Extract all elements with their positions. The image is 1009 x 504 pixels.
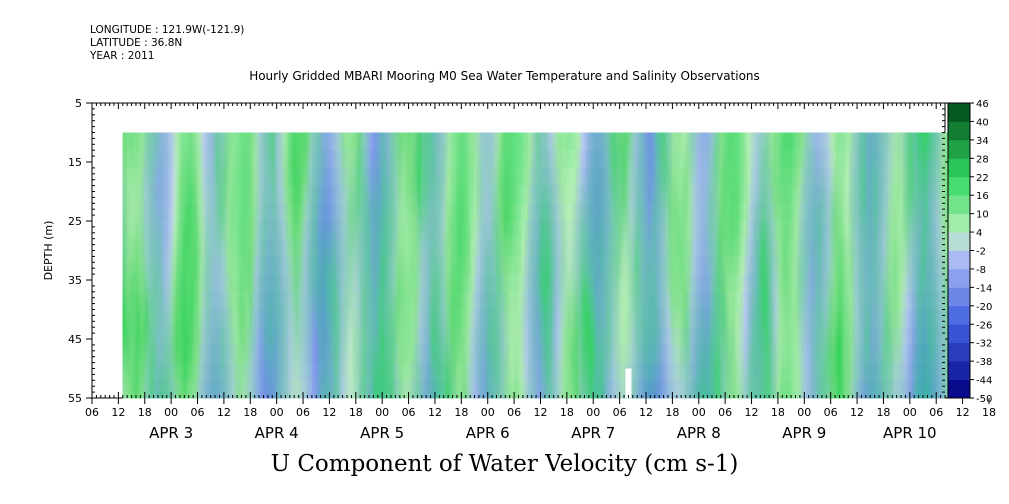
x-hour-label: 18 bbox=[665, 406, 679, 419]
colorbar-label: 46 bbox=[976, 99, 989, 110]
y-tick-label: 25 bbox=[68, 215, 82, 228]
colorbar-swatch bbox=[948, 121, 970, 141]
x-hour-label: 06 bbox=[824, 406, 838, 419]
x-hour-label: 18 bbox=[138, 406, 152, 419]
colorbar-swatch bbox=[948, 195, 970, 215]
colorbar-swatch bbox=[948, 139, 970, 159]
colorbar-label: 40 bbox=[976, 117, 989, 128]
x-hour-label: 18 bbox=[560, 406, 574, 419]
x-hour-label: 00 bbox=[270, 406, 284, 419]
colorbar-swatch bbox=[948, 287, 970, 307]
y-tick-label: 5 bbox=[75, 97, 82, 110]
colorbar-label: 10 bbox=[976, 210, 989, 221]
x-hour-label: 12 bbox=[956, 406, 970, 419]
x-hour-label: 00 bbox=[164, 406, 178, 419]
y-tick-label: 55 bbox=[68, 392, 82, 405]
axes: 5 15 25 35 45 55 DEPTH (m) 06 12 18 00 06 12 18 00 06 12… bbox=[42, 97, 1009, 442]
x-hour-label: 06 bbox=[613, 406, 627, 419]
x-day-label: APR 6 bbox=[466, 424, 510, 442]
y-tick-label: 35 bbox=[68, 274, 82, 287]
x-hour-label: 12 bbox=[745, 406, 759, 419]
colorbar-swatch bbox=[948, 176, 970, 196]
x-day-label: APR 9 bbox=[782, 424, 826, 442]
colorbar-label: -2 bbox=[976, 247, 986, 258]
x-hour-label: 18 bbox=[454, 406, 468, 419]
x-hour-label: 12 bbox=[428, 406, 442, 419]
x-hour-label: 06 bbox=[718, 406, 732, 419]
chart-title: Hourly Gridded MBARI Mooring M0 Sea Wate… bbox=[249, 69, 760, 83]
x-day-label: APR 5 bbox=[360, 424, 404, 442]
x-hour-label: 06 bbox=[507, 406, 521, 419]
x-hour-label: 18 bbox=[243, 406, 257, 419]
x-hour-label: 12 bbox=[322, 406, 336, 419]
colorbar-label: -20 bbox=[976, 302, 992, 313]
x-hour-label: 18 bbox=[876, 406, 890, 419]
y-tick-label: 45 bbox=[68, 333, 82, 346]
colorbar-swatch bbox=[948, 268, 970, 288]
x-hour-label: 12 bbox=[111, 406, 125, 419]
colorbar-swatch bbox=[948, 361, 970, 380]
x-hour-label: 06 bbox=[296, 406, 310, 419]
x-hour-label: 00 bbox=[586, 406, 600, 419]
colorbar-label: -50 bbox=[976, 394, 992, 405]
colorbar-label: -26 bbox=[976, 320, 992, 331]
colorbar-title: U Component of Water Velocity (cm s-1) bbox=[270, 451, 739, 477]
x-day-label: APR 8 bbox=[677, 424, 721, 442]
velocity-cells bbox=[122, 132, 948, 399]
colorbar-label: -44 bbox=[976, 376, 992, 387]
colorbar-label: 34 bbox=[976, 136, 989, 147]
year-label: YEAR : 2011 bbox=[90, 50, 155, 62]
x-day-label: APR 10 bbox=[883, 424, 937, 442]
x-hour-label: 12 bbox=[533, 406, 547, 419]
colorbar-swatch bbox=[948, 250, 970, 270]
x-hour-label: 06 bbox=[402, 406, 416, 419]
colorbar-label: 4 bbox=[976, 228, 982, 239]
x-hour-label: 00 bbox=[481, 406, 495, 419]
colorbar-label: -32 bbox=[976, 339, 992, 350]
colorbar-label: 22 bbox=[976, 173, 989, 184]
colorbar-label: -8 bbox=[976, 265, 986, 276]
colorbar-swatch bbox=[948, 158, 970, 178]
x-day-label: APR 7 bbox=[571, 424, 615, 442]
x-hour-label: 06 bbox=[929, 406, 943, 419]
y-axis-label: DEPTH (m) bbox=[42, 221, 55, 281]
x-hour-label: 00 bbox=[692, 406, 706, 419]
x-hour-label: 18 bbox=[771, 406, 785, 419]
colorbar-swatch bbox=[948, 324, 970, 344]
colorbar-swatch bbox=[948, 103, 970, 122]
x-hour-label: 06 bbox=[191, 406, 205, 419]
colorbar-swatch bbox=[948, 379, 970, 399]
y-tick-label: 15 bbox=[68, 156, 82, 169]
colorbar-label: -14 bbox=[976, 283, 992, 294]
x-hour-label: 12 bbox=[639, 406, 653, 419]
colorbar-label: 16 bbox=[976, 191, 989, 202]
x-hour-label: 00 bbox=[903, 406, 917, 419]
latitude-label: LATITUDE : 36.8N bbox=[90, 37, 183, 49]
x-hour-label: 12 bbox=[850, 406, 864, 419]
colorbar-label: 28 bbox=[976, 154, 989, 165]
colorbar-label: -38 bbox=[976, 357, 992, 368]
x-hour-label: 18 bbox=[982, 406, 996, 419]
x-hour-label: 18 bbox=[349, 406, 363, 419]
velocity-field bbox=[122, 132, 948, 399]
x-hour-label: 06 bbox=[85, 406, 99, 419]
colorbar-swatch bbox=[948, 305, 970, 325]
x-hour-label: 12 bbox=[217, 406, 231, 419]
x-day-label: APR 3 bbox=[149, 424, 193, 442]
x-day-label: APR 4 bbox=[255, 424, 299, 442]
x-hour-label: 00 bbox=[375, 406, 389, 419]
x-hour-label: 00 bbox=[797, 406, 811, 419]
colorbar-swatch bbox=[948, 232, 970, 251]
colorbar-swatch bbox=[948, 213, 970, 233]
data-gap bbox=[625, 368, 632, 398]
longitude-label: LONGITUDE : 121.9W(-121.9) bbox=[90, 24, 245, 36]
colorbar-swatch bbox=[948, 342, 970, 362]
colorbar: -50 -44 -38 -32 -26 -20 -14 -8 -2 4 10 16 22 28 34 40 46 bbox=[947, 99, 992, 405]
